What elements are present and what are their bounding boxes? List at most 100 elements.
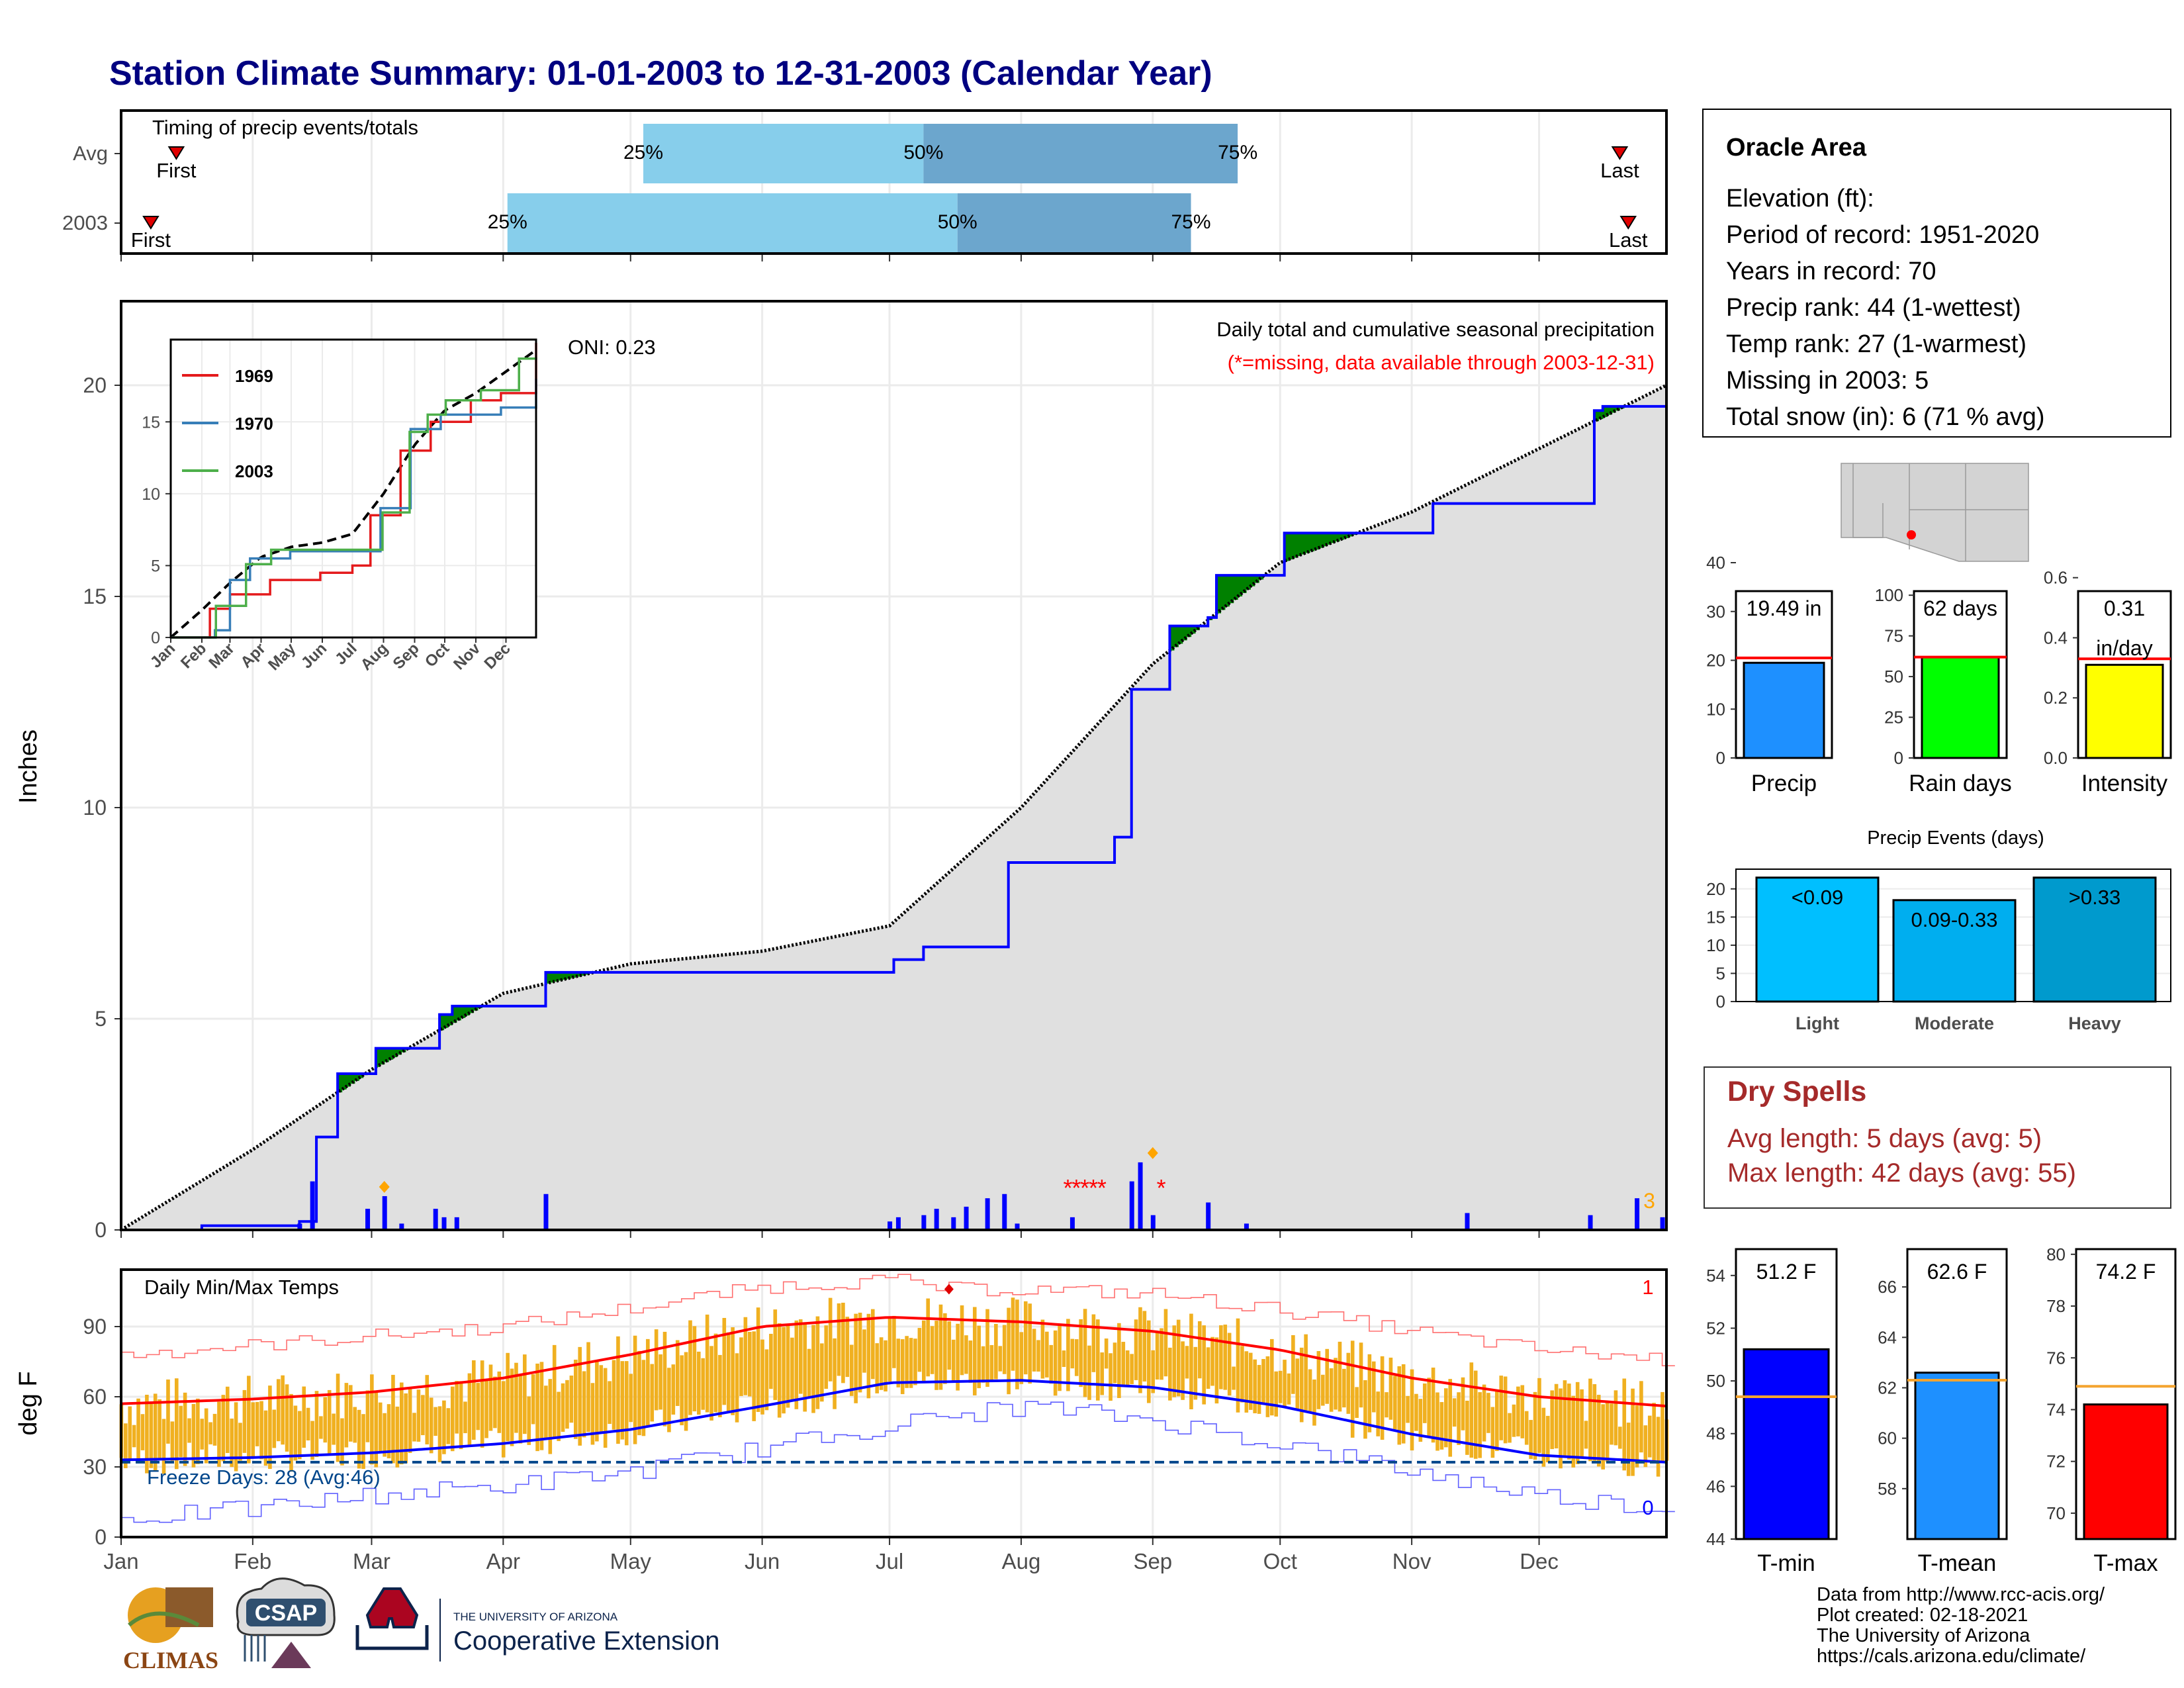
daily-temp-bar xyxy=(624,1361,629,1446)
precip-ylabel: Inches xyxy=(15,729,42,804)
daily-temp-bar xyxy=(675,1340,680,1406)
timing-row-label: Avg xyxy=(73,142,108,165)
daily-precip-bar xyxy=(1150,1215,1156,1230)
event-bar-label: <0.09 xyxy=(1792,886,1843,909)
temp-bar-name: T-min xyxy=(1757,1550,1815,1576)
daily-temp-bar xyxy=(281,1375,285,1445)
daily-temp-bar xyxy=(310,1421,314,1460)
daily-temp-bar xyxy=(1253,1359,1257,1413)
daily-temp-bar xyxy=(1304,1334,1308,1411)
daily-temp-bar xyxy=(1079,1319,1083,1387)
daily-temp-bar xyxy=(1227,1333,1232,1396)
temp-bar-ytick-label: 76 xyxy=(2046,1348,2066,1368)
inset-ytick-label: 0 xyxy=(151,629,160,647)
precip-above-strip xyxy=(338,1073,343,1093)
mini-bar-ytick-label: 40 xyxy=(1706,553,1725,573)
daily-temp-bar xyxy=(480,1360,484,1448)
daily-temp-bar xyxy=(319,1416,323,1439)
daily-temp-bar xyxy=(633,1335,637,1444)
mini-bar xyxy=(1743,661,1825,759)
daily-temp-bar xyxy=(370,1374,374,1465)
month-label: Dec xyxy=(1520,1549,1559,1573)
timing-label-75: 75% xyxy=(1171,211,1211,233)
missing-marker: * xyxy=(1080,1174,1089,1201)
daily-temp-bar xyxy=(756,1307,760,1412)
mini-bar-ytick-label: 0.4 xyxy=(2044,628,2068,647)
daily-temp-bar xyxy=(408,1389,412,1453)
daily-temp-bar xyxy=(1214,1337,1219,1404)
daily-temp-bar xyxy=(289,1393,293,1472)
daily-temp-bar xyxy=(132,1425,136,1448)
daily-temp-bar xyxy=(1109,1353,1113,1401)
daily-temp-bar xyxy=(1236,1318,1240,1413)
precip-above-strip xyxy=(388,1048,394,1060)
daily-temp-bar xyxy=(1261,1359,1265,1404)
daily-temp-bar xyxy=(1320,1374,1325,1406)
daily-temp-bar xyxy=(263,1410,268,1466)
month-label: Nov xyxy=(1392,1549,1432,1573)
daily-temp-bar xyxy=(455,1381,459,1434)
daily-temp-bar xyxy=(1278,1370,1283,1403)
month-label: Mar xyxy=(353,1549,390,1573)
precip-above-strip xyxy=(1238,575,1243,596)
daily-temp-bar xyxy=(1342,1368,1346,1408)
daily-temp-bar xyxy=(298,1411,302,1460)
daily-temp-bar xyxy=(573,1359,578,1439)
daily-temp-bar xyxy=(268,1385,272,1470)
climas-logo-text: CLIMAS xyxy=(123,1647,218,1673)
daily-temp-bar xyxy=(1439,1402,1444,1450)
daily-temp-bar xyxy=(1435,1392,1439,1451)
avg-cumulative-area xyxy=(121,385,1666,1230)
station-box-frame xyxy=(1702,109,2171,438)
month-label: May xyxy=(610,1549,652,1573)
timing-bar-50-75 xyxy=(957,193,1191,253)
events-ytick-label: 15 xyxy=(1706,907,1725,927)
daily-temp-bar xyxy=(1418,1399,1423,1442)
daily-temp-bar xyxy=(900,1339,905,1395)
daily-precip-bar xyxy=(433,1209,438,1230)
precip-ytick-label: 0 xyxy=(95,1218,107,1242)
temp-ylabel: deg F xyxy=(15,1371,42,1435)
precip-above-strip xyxy=(579,972,584,976)
daily-temp-bar xyxy=(1406,1395,1410,1423)
daily-precip-bar xyxy=(365,1209,371,1230)
daily-temp-bar xyxy=(1541,1407,1546,1467)
timing-title: Timing of precip events/totals xyxy=(152,116,418,139)
precip-above-strip xyxy=(1322,533,1328,547)
daily-temp-bar xyxy=(858,1313,862,1393)
daily-temp-bar xyxy=(1291,1335,1295,1394)
precip-above-strip xyxy=(1289,533,1294,560)
precip-above-strip xyxy=(1259,575,1264,580)
daily-temp-bar xyxy=(1308,1369,1312,1413)
daily-temp-bar xyxy=(590,1383,595,1445)
daily-temp-bar xyxy=(807,1348,811,1398)
daily-temp-bar xyxy=(1490,1407,1495,1458)
daily-temp-bar xyxy=(293,1405,298,1461)
daily-temp-bar xyxy=(892,1315,896,1368)
ua-large-text: Cooperative Extension xyxy=(453,1626,719,1656)
temp-frame xyxy=(120,1268,1668,1538)
mini-bar-name: Intensity xyxy=(2081,771,2168,796)
daily-temp-bar xyxy=(977,1325,981,1389)
daily-temp-bar xyxy=(136,1398,140,1463)
temp-ytick-label: 60 xyxy=(83,1385,107,1409)
daily-temp-bar xyxy=(820,1343,824,1402)
daily-temp-bar xyxy=(365,1390,370,1442)
daily-temp-bar xyxy=(1117,1323,1121,1398)
precip-above-strip xyxy=(1224,575,1230,607)
daily-temp-bar xyxy=(1380,1356,1385,1440)
precip-above-strip xyxy=(1602,406,1608,417)
daily-temp-bar xyxy=(938,1304,943,1390)
daily-temp-bar xyxy=(221,1395,226,1462)
month-label: Sep xyxy=(1133,1549,1172,1573)
station-info-line: Precip rank: 44 (1-wettest) xyxy=(1726,294,2021,322)
temp-bar-ytick-label: 58 xyxy=(1878,1479,1897,1499)
daily-temp-bar xyxy=(616,1336,620,1444)
daily-temp-bar xyxy=(1172,1325,1177,1397)
daily-temp-bar xyxy=(531,1374,535,1425)
daily-temp-bar xyxy=(196,1398,200,1464)
daily-precip-bar xyxy=(1465,1213,1470,1230)
daily-temp-bar xyxy=(1028,1303,1032,1384)
precip-above-strip xyxy=(341,1073,347,1090)
daily-temp-bar xyxy=(1529,1420,1533,1459)
